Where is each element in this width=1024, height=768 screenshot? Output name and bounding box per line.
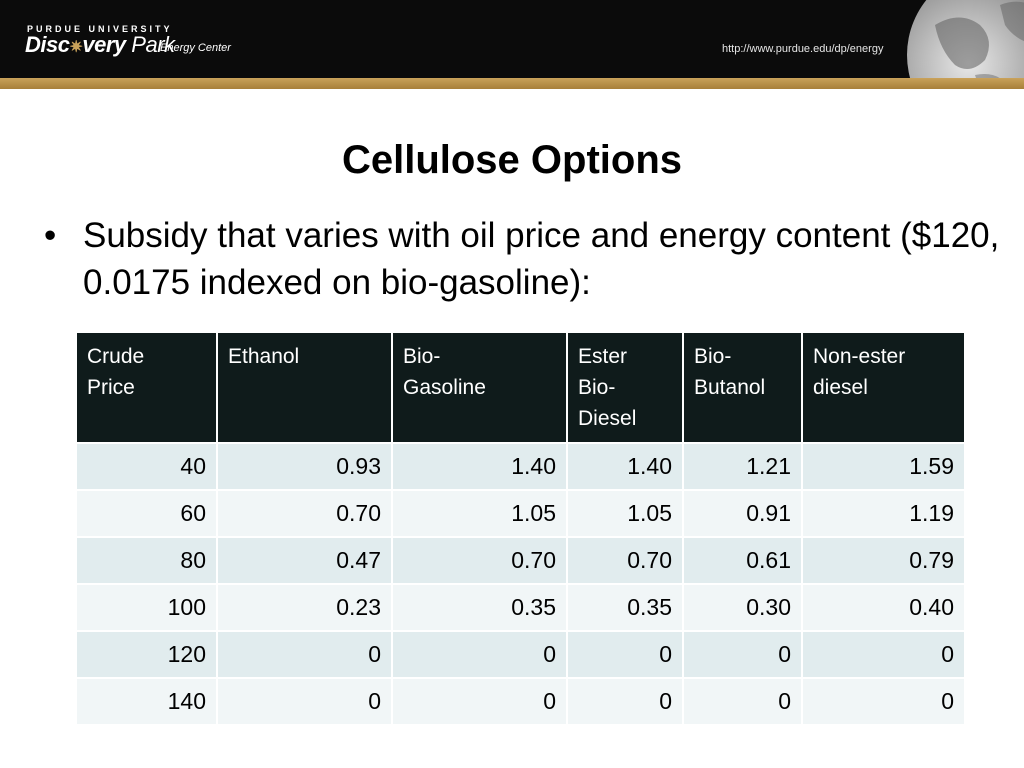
table-cell: 40 bbox=[77, 442, 218, 490]
header-crude-price: Crude Price bbox=[77, 333, 218, 443]
table-row: 40 0.93 1.40 1.40 1.21 1.59 bbox=[77, 442, 964, 490]
header-text: Price bbox=[87, 376, 135, 399]
header-text: diesel bbox=[813, 376, 868, 399]
subsidy-table: Crude Price Ethanol Bio- Gasoline Ester Bio… bbox=[77, 333, 964, 724]
table-row: 100 0.23 0.35 0.35 0.30 0.40 bbox=[77, 583, 964, 631]
table-cell: 60 bbox=[77, 489, 218, 537]
logo-word-part-2: very bbox=[82, 32, 126, 57]
table-row: 140 0 0 0 0 0 bbox=[77, 677, 964, 724]
globe-icon bbox=[907, 0, 1024, 78]
table-cell: 0.61 bbox=[683, 536, 803, 584]
table-cell: 1.05 bbox=[392, 489, 568, 537]
header-bio-butanol: Bio- Butanol bbox=[683, 333, 803, 443]
table-cell: 0.70 bbox=[217, 489, 393, 537]
header-text: Bio- bbox=[694, 345, 732, 368]
header-gold-stripe bbox=[0, 78, 1024, 89]
header-ethanol: Ethanol bbox=[217, 333, 393, 443]
table-cell: 0 bbox=[217, 677, 393, 724]
table-cell: 80 bbox=[77, 536, 218, 584]
header-text: Non-ester bbox=[813, 345, 906, 368]
table-cell: 1.21 bbox=[683, 442, 803, 490]
table-row: 80 0.47 0.70 0.70 0.61 0.79 bbox=[77, 536, 964, 584]
header-text: Ester bbox=[578, 345, 628, 368]
header-text: Gasoline bbox=[403, 376, 486, 399]
table-cell: 0.93 bbox=[217, 442, 393, 490]
bullet-dot: • bbox=[44, 216, 57, 255]
logo-energy-center: Energy Center bbox=[160, 42, 231, 54]
table-cell: 0.70 bbox=[567, 536, 684, 584]
table-cell: 0 bbox=[392, 630, 568, 678]
header-url: http://www.purdue.edu/dp/energy bbox=[722, 43, 884, 55]
table-cell: 0 bbox=[392, 677, 568, 724]
logo-university-text: PURDUE UNIVERSITY bbox=[27, 24, 173, 34]
header-text: Bio- bbox=[578, 376, 616, 399]
logo-park-word: Park bbox=[131, 32, 175, 57]
header-text: Bio- bbox=[403, 345, 441, 368]
table-cell: 1.05 bbox=[567, 489, 684, 537]
table-header-row: Crude Price Ethanol Bio- Gasoline Ester Bio… bbox=[77, 333, 964, 443]
bullet-text: Subsidy that varies with oil price and e… bbox=[83, 216, 1000, 302]
table-cell: 140 bbox=[77, 677, 218, 724]
logo-star-icon: ✷ bbox=[69, 39, 83, 56]
table-cell: 0.91 bbox=[683, 489, 803, 537]
table-cell: 0.23 bbox=[217, 583, 393, 631]
table-cell: 0 bbox=[217, 630, 393, 678]
table-cell: 120 bbox=[77, 630, 218, 678]
table-cell: 0 bbox=[802, 630, 964, 678]
header-banner: PURDUE UNIVERSITY Disc✷very Park Energy … bbox=[0, 0, 1024, 78]
header-text: Butanol bbox=[694, 376, 766, 399]
table-cell: 0 bbox=[683, 630, 803, 678]
header-bio-gasoline: Bio- Gasoline bbox=[392, 333, 568, 443]
table-cell: 0.30 bbox=[683, 583, 803, 631]
table-cell: 0.35 bbox=[392, 583, 568, 631]
table-cell: 1.40 bbox=[392, 442, 568, 490]
table-cell: 1.59 bbox=[802, 442, 964, 490]
discovery-park-logo: Disc✷very Park bbox=[25, 32, 175, 58]
table-cell: 0 bbox=[683, 677, 803, 724]
table-cell: 0 bbox=[567, 677, 684, 724]
slide-title: Cellulose Options bbox=[341, 138, 683, 182]
header-text: Crude bbox=[87, 345, 145, 368]
header-text: Ethanol bbox=[228, 345, 300, 368]
table-cell: 1.19 bbox=[802, 489, 964, 537]
table-row: 120 0 0 0 0 0 bbox=[77, 630, 964, 678]
table-row: 60 0.70 1.05 1.05 0.91 1.19 bbox=[77, 489, 964, 537]
header-ester-bio-diesel: Ester Bio- Diesel bbox=[567, 333, 684, 443]
header-text: Diesel bbox=[578, 407, 637, 430]
table-cell: 0.79 bbox=[802, 536, 964, 584]
table-cell: 0.70 bbox=[392, 536, 568, 584]
table-cell: 1.40 bbox=[567, 442, 684, 490]
header-non-ester-diesel: Non-ester diesel bbox=[802, 333, 964, 443]
table-cell: 0.47 bbox=[217, 536, 393, 584]
table-cell: 0.35 bbox=[567, 583, 684, 631]
table-cell: 100 bbox=[77, 583, 218, 631]
table-cell: 0 bbox=[802, 677, 964, 724]
table-cell: 0 bbox=[567, 630, 684, 678]
table-cell: 0.40 bbox=[802, 583, 964, 631]
logo-word-part-1: Disc bbox=[25, 32, 70, 57]
